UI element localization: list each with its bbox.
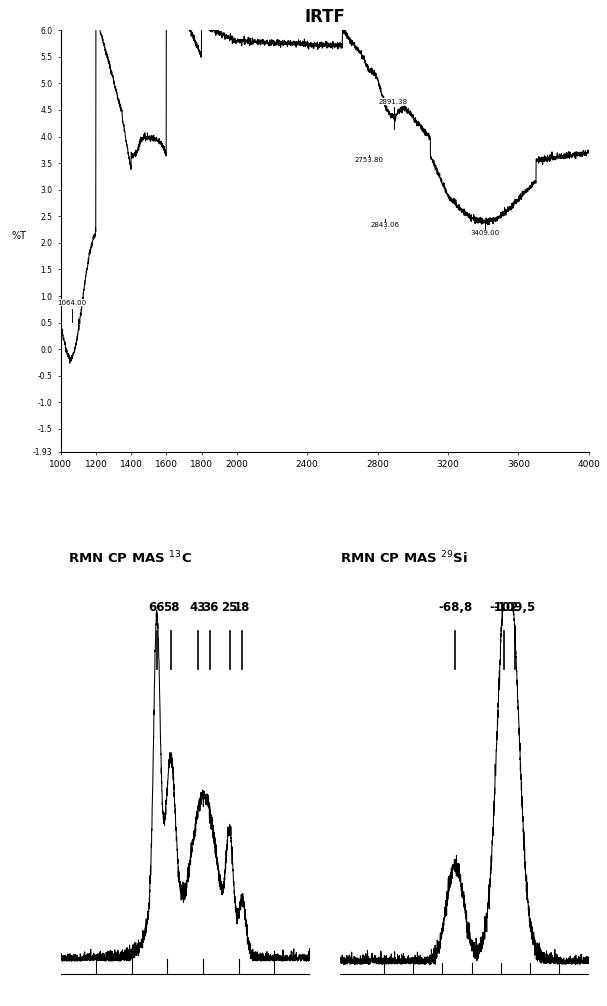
Title: IRTF: IRTF xyxy=(304,8,345,26)
Text: -109,5: -109,5 xyxy=(493,601,536,614)
Text: -68,8: -68,8 xyxy=(438,601,472,614)
Text: 43: 43 xyxy=(189,601,206,614)
Text: RMN CP MAS $^{29}$Si: RMN CP MAS $^{29}$Si xyxy=(340,549,467,566)
Text: 1064.00: 1064.00 xyxy=(58,300,87,306)
Text: 18: 18 xyxy=(234,601,250,614)
Text: 58: 58 xyxy=(163,601,179,614)
Text: 25: 25 xyxy=(222,601,238,614)
Text: 66: 66 xyxy=(149,601,165,614)
Text: RMN CP MAS $^{13}$C: RMN CP MAS $^{13}$C xyxy=(68,549,192,566)
Text: 3409.00: 3409.00 xyxy=(470,230,500,236)
Text: 2843.06: 2843.06 xyxy=(371,222,399,228)
Text: 2891.38: 2891.38 xyxy=(379,99,408,105)
Text: 36: 36 xyxy=(202,601,219,614)
Y-axis label: %T: %T xyxy=(12,231,26,241)
Text: -102: -102 xyxy=(489,601,518,614)
Text: 2753.80: 2753.80 xyxy=(354,157,384,163)
